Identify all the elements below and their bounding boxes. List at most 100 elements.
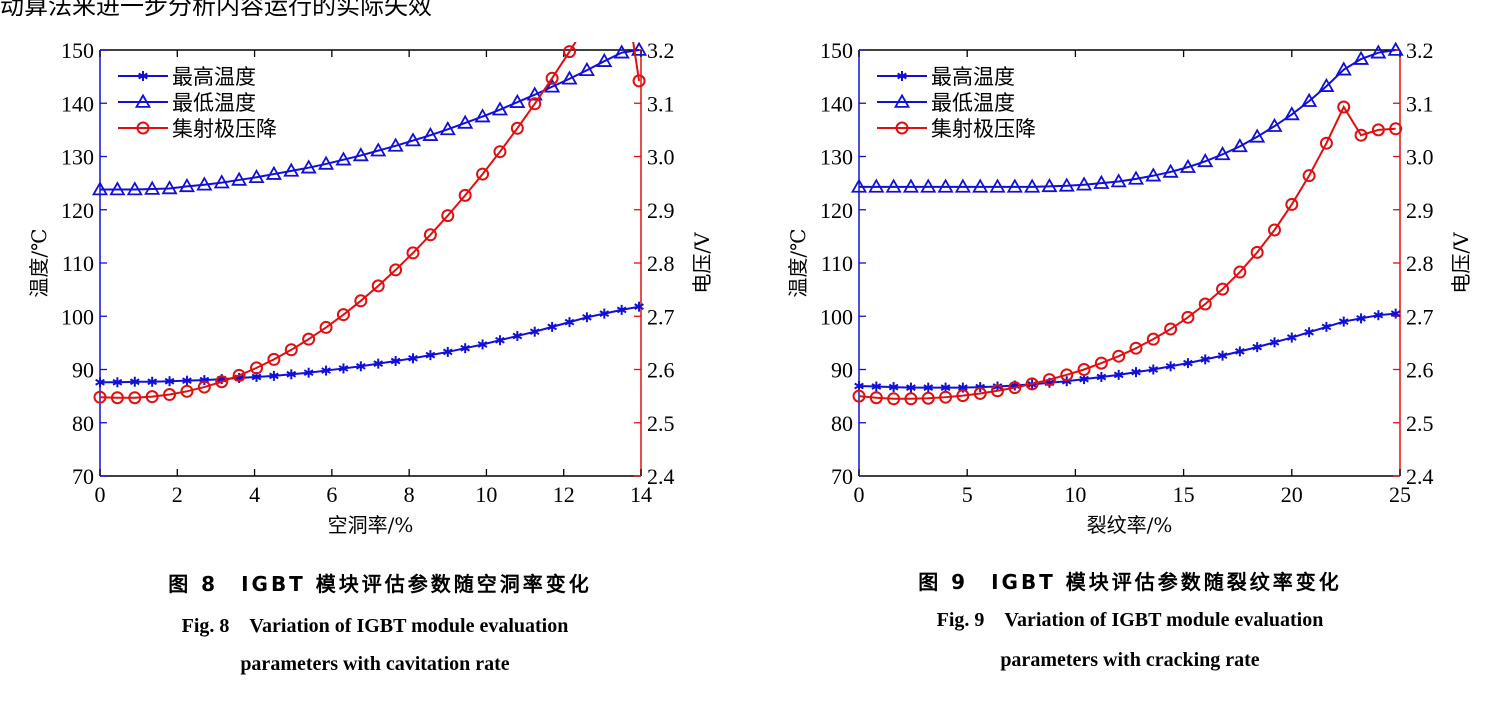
series-line: [858, 104, 1396, 400]
data-point: [1094, 356, 1108, 370]
data-point: [128, 391, 142, 405]
data-point: [596, 52, 613, 67]
legend-marker: [897, 71, 907, 81]
data-point: [232, 368, 246, 382]
y-tick-label: 130: [820, 145, 853, 170]
data-point: [1024, 178, 1041, 193]
data-point: [578, 61, 595, 77]
data-point: [1283, 106, 1300, 121]
data-point: [509, 93, 526, 108]
data-point: [164, 376, 175, 387]
chart-cracking: 0 5 10 15 20 25 70 80 90 100 110 120 130 140 150 2.4 2.5…: [786, 38, 1473, 537]
plot-area: [851, 42, 1404, 406]
data-point: [1181, 310, 1195, 324]
caption-cn: 图 9 IGBT 模块评估参数随裂纹率变化: [918, 570, 1342, 594]
data-point: [460, 343, 471, 354]
figure-8: 0 2 4 6 8 10 12 14 70 80 90 100 110 120 130 140 150 2.4 2.…: [0, 0, 740, 709]
data-point: [197, 380, 211, 394]
caption-en-line1: Fig. 9 Variation of IGBT module evaluati…: [936, 609, 1324, 631]
data-point: [442, 346, 453, 357]
y-tick-label: 80: [831, 411, 853, 436]
y-axis-label: 温度/℃: [786, 228, 810, 297]
data-point: [338, 363, 349, 374]
data-point: [920, 178, 937, 193]
data-point: [564, 317, 575, 328]
y-tick-label: 120: [61, 198, 94, 223]
y2-axis-label: 电压/V: [1449, 232, 1473, 294]
data-point: [1148, 364, 1159, 375]
x-tick-label: 25: [1389, 482, 1411, 507]
data-point: [1060, 368, 1074, 382]
y2-tick-label: 2.6: [1406, 358, 1434, 383]
data-point: [904, 392, 918, 406]
data-point: [1198, 297, 1212, 311]
x-tick-label: 6: [326, 482, 337, 507]
y2-axis-label: 电压/V: [690, 232, 714, 294]
x-tick-label: 2: [172, 482, 183, 507]
x-tick-label: 20: [1281, 482, 1303, 507]
data-point: [182, 375, 192, 386]
data-point: [921, 391, 935, 405]
data-point: [321, 365, 331, 376]
data-point: [215, 375, 229, 389]
y-tick-label: 130: [61, 145, 94, 170]
x-tick-label: 10: [1064, 482, 1086, 507]
data-point: [613, 44, 630, 59]
data-point: [1131, 367, 1141, 378]
y-tick-label: 150: [820, 38, 853, 63]
chart-cavitation: 0 2 4 6 8 10 12 14 70 80 90 100 110 120 130 140 150 2.4 2.…: [27, 0, 714, 537]
data-point: [1076, 176, 1093, 191]
data-point: [990, 384, 1004, 398]
y2-tick-label: 3.1: [1406, 91, 1434, 116]
data-point: [954, 178, 971, 193]
y-tick-label: 90: [831, 358, 853, 383]
data-point: [1058, 177, 1075, 192]
data-point: [457, 114, 474, 129]
data-point: [126, 181, 143, 196]
y2-tick-label: 2.6: [647, 358, 675, 383]
caption-en-line2: parameters with cracking rate: [1000, 649, 1260, 671]
data-point: [561, 70, 578, 85]
data-point: [1373, 310, 1384, 321]
y-tick-label: 90: [72, 358, 94, 383]
legend-label: 集射极压降: [931, 117, 1036, 141]
data-point: [390, 355, 401, 366]
data-point: [231, 171, 248, 186]
y2-tick-label: 2.7: [1406, 304, 1434, 329]
y2-tick-label: 3.0: [647, 145, 675, 170]
data-point: [510, 121, 524, 135]
data-point: [1162, 163, 1179, 178]
data-point: [248, 168, 265, 184]
x-tick-label: 10: [475, 482, 497, 507]
series-1: [92, 42, 648, 196]
caption-en-line1: Fig. 8 Variation of IGBT module evaluati…: [181, 615, 569, 637]
data-point: [178, 178, 195, 193]
data-point: [544, 78, 561, 93]
data-point: [422, 126, 439, 141]
data-point: [491, 101, 509, 116]
data-point: [1127, 170, 1145, 185]
x-tick-label: 0: [854, 482, 865, 507]
data-point: [599, 0, 610, 1]
y2-tick-label: 2.4: [1406, 464, 1434, 489]
data-point: [335, 151, 352, 166]
data-point: [871, 381, 882, 392]
data-point: [404, 132, 422, 147]
data-point: [547, 321, 557, 332]
data-point: [286, 369, 297, 380]
data-point: [495, 335, 505, 346]
data-point: [1217, 350, 1228, 361]
data-point: [477, 339, 488, 350]
x-tick-label: 12: [553, 482, 575, 507]
data-point: [95, 377, 105, 388]
data-point: [1231, 138, 1248, 153]
data-point: [956, 389, 970, 403]
data-point: [937, 178, 954, 193]
y-tick-label: 100: [820, 304, 853, 329]
data-point: [1249, 128, 1266, 143]
x-tick-label: 5: [962, 482, 973, 507]
data-point: [1387, 42, 1404, 56]
data-point: [406, 246, 420, 260]
data-point: [1389, 122, 1403, 136]
data-point: [1025, 377, 1039, 391]
